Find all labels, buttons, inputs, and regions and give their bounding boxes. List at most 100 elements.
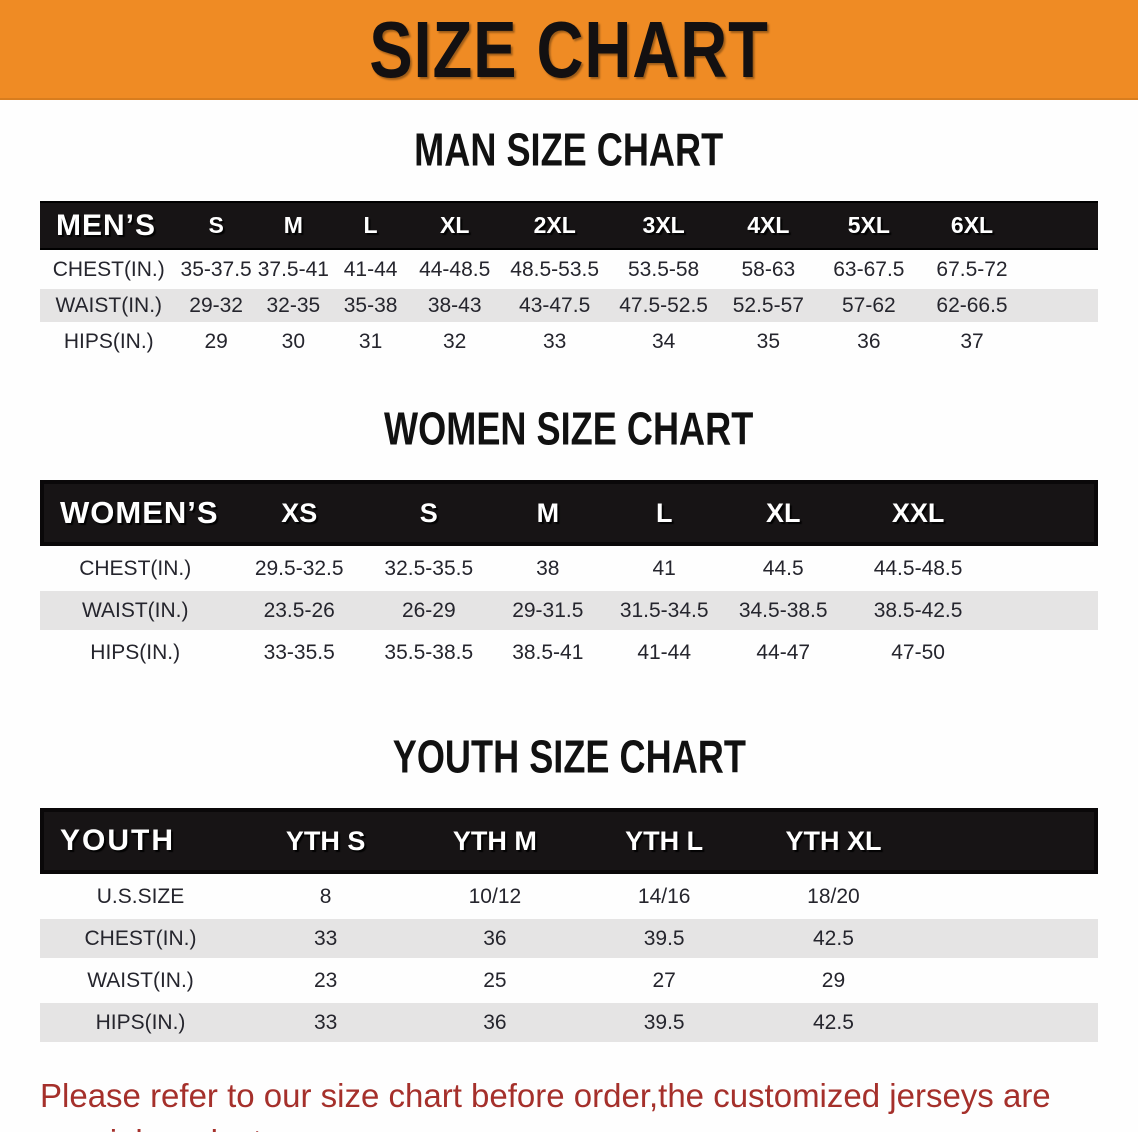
size-cell: 44-47 [722,633,845,672]
size-cell: 39.5 [579,1003,749,1042]
row-label: HIPS(IN.) [40,633,231,672]
cell-filler [918,877,1098,916]
size-cell: 47.5-52.5 [609,289,719,322]
size-cell: 33 [241,1003,411,1042]
youth-corner-label: YOUTH [40,808,242,874]
banner: SIZE CHART [0,0,1138,100]
cell-filler [992,591,1098,630]
youth-hips-row: HIPS(IN.) 33 36 39.5 42.5 [40,1003,1098,1042]
size-cell: 26-29 [367,591,490,630]
disclaimer-line-1: Please refer to our size chart before or… [40,1077,1051,1132]
men-table-header: MEN’S S M L XL 2XL 3XL 4XL 5XL 6XL [40,201,1098,250]
size-cell: 48.5-53.5 [500,253,610,286]
size-cell: 27 [579,961,749,1000]
size-cell: 34 [609,325,719,358]
size-cell: 31.5-34.5 [606,591,723,630]
column-header: YTH L [579,808,749,874]
size-cell: 32 [409,325,501,358]
size-cell: 58-63 [718,253,819,286]
column-header: M [489,480,606,546]
size-cell: 35.5-38.5 [367,633,490,672]
row-label: HIPS(IN.) [40,325,178,358]
size-cell: 29-32 [177,289,255,322]
row-label: CHEST(IN.) [40,549,231,588]
size-cell: 31 [331,325,410,358]
column-header: YTH XL [748,808,919,874]
column-header: L [331,201,410,250]
size-cell: 39.5 [579,919,749,958]
size-cell: 33 [500,325,610,358]
column-header: XL [722,480,845,546]
size-cell: 42.5 [748,919,919,958]
size-cell: 37.5-41 [254,253,332,286]
size-cell: 42.5 [748,1003,919,1042]
youth-table-header: YOUTH YTH S YTH M YTH L YTH XL [40,808,1098,874]
cell-filler [992,549,1098,588]
men-corner-label: MEN’S [40,201,178,250]
women-section-heading: WOMEN SIZE CHART [384,402,754,455]
men-waist-row: WAIST(IN.) 29-32 32-35 35-38 38-43 43-47… [40,289,1098,322]
size-cell: 29-31.5 [489,591,606,630]
size-cell: 35-37.5 [177,253,255,286]
size-cell: 30 [254,325,332,358]
women-size-table: WOMEN’S XS S M L XL XXL CHEST(IN.) 29.5-… [40,477,1098,675]
column-header: L [606,480,723,546]
size-cell: 34.5-38.5 [722,591,845,630]
size-cell: 44.5 [722,549,845,588]
column-header: 2XL [500,201,610,250]
size-cell: 36 [410,919,580,958]
row-label: HIPS(IN.) [40,1003,242,1042]
youth-size-table: YOUTH YTH S YTH M YTH L YTH XL U.S.SIZE … [40,805,1098,1045]
column-header: S [177,201,255,250]
size-cell: 29 [177,325,255,358]
youth-ussize-row: U.S.SIZE 8 10/12 14/16 18/20 [40,877,1098,916]
column-header: YTH M [410,808,580,874]
size-cell: 41-44 [606,633,723,672]
size-cell: 35-38 [331,289,410,322]
size-cell: 35 [718,325,819,358]
size-cell: 25 [410,961,580,1000]
men-section: MAN SIZE CHART MEN’S S M L XL 2XL 3XL 4X… [0,124,1138,361]
page-title: SIZE CHART [369,4,769,94]
women-chest-row: CHEST(IN.) 29.5-32.5 32.5-35.5 38 41 44.… [40,549,1098,588]
size-cell: 29.5-32.5 [230,549,368,588]
cell-filler [1024,253,1098,286]
youth-section: YOUTH SIZE CHART YOUTH YTH S YTH M YTH L… [0,730,1138,1045]
row-label: WAIST(IN.) [40,961,242,1000]
header-filler [992,480,1098,546]
size-cell: 23 [241,961,411,1000]
size-cell: 36 [818,325,920,358]
column-header: M [254,201,332,250]
size-cell: 38.5-41 [489,633,606,672]
cell-filler [918,961,1098,1000]
women-section: WOMEN SIZE CHART WOMEN’S XS S M L XL XXL [0,402,1138,675]
size-cell: 33 [241,919,411,958]
row-label: U.S.SIZE [40,877,242,916]
size-cell: 8 [241,877,411,916]
size-cell: 41 [606,549,723,588]
header-filler [1024,201,1098,250]
youth-section-heading: YOUTH SIZE CHART [392,730,746,783]
cell-filler [918,919,1098,958]
women-corner-label: WOMEN’S [40,480,231,546]
size-cell: 14/16 [579,877,749,916]
size-cell: 29 [748,961,919,1000]
men-chest-row: CHEST(IN.) 35-37.5 37.5-41 41-44 44-48.5… [40,253,1098,286]
size-cell: 44-48.5 [409,253,501,286]
column-header: 4XL [718,201,819,250]
column-header: YTH S [241,808,411,874]
youth-waist-row: WAIST(IN.) 23 25 27 29 [40,961,1098,1000]
row-label: WAIST(IN.) [40,289,178,322]
cell-filler [992,633,1098,672]
women-hips-row: HIPS(IN.) 33-35.5 35.5-38.5 38.5-41 41-4… [40,633,1098,672]
size-cell: 10/12 [410,877,580,916]
size-cell: 32.5-35.5 [367,549,490,588]
size-cell: 57-62 [818,289,920,322]
size-cell: 52.5-57 [718,289,819,322]
size-cell: 63-67.5 [818,253,920,286]
youth-chest-row: CHEST(IN.) 33 36 39.5 42.5 [40,919,1098,958]
size-cell: 44.5-48.5 [844,549,993,588]
women-table-header: WOMEN’S XS S M L XL XXL [40,480,1098,546]
size-cell: 23.5-26 [230,591,368,630]
